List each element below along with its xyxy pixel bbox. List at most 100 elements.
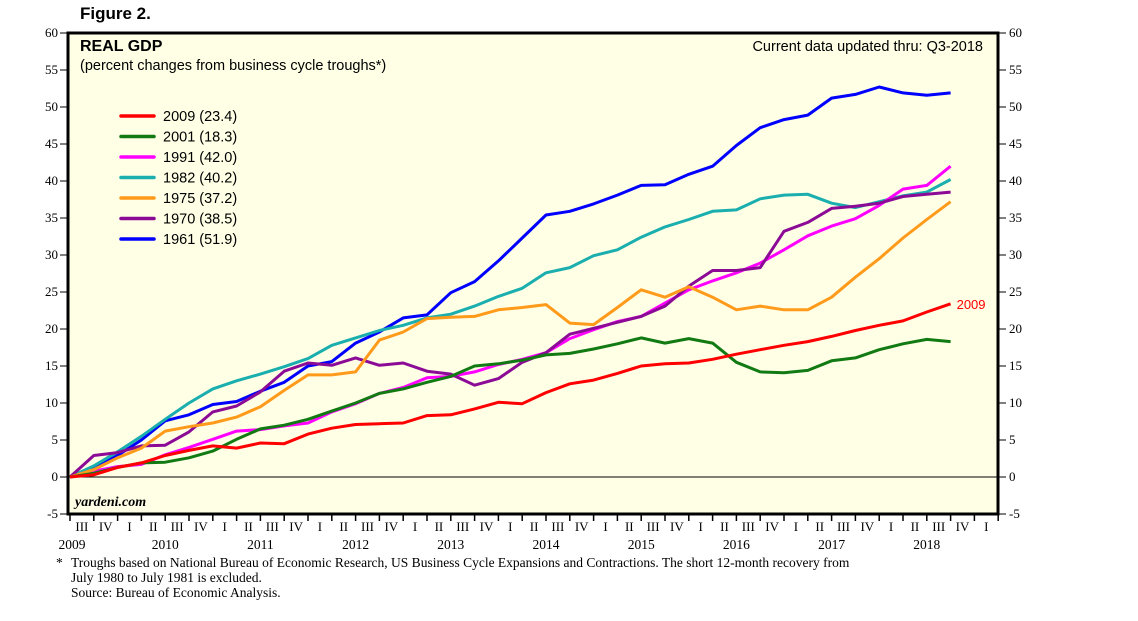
x-year-label: 2016 <box>723 537 750 552</box>
y-tick-label-left: 50 <box>45 99 58 114</box>
y-tick-label-left: 35 <box>45 210 58 225</box>
x-quarter-label: III <box>266 519 279 534</box>
x-quarter-label: IV <box>480 519 494 534</box>
legend-label-1970: 1970 (38.5) <box>163 212 237 228</box>
x-quarter-label: III <box>456 519 469 534</box>
x-quarter-label: IV <box>765 519 779 534</box>
footnote-line-2: July 1980 to July 1981 is excluded. <box>71 570 262 585</box>
y-tick-label-right: -5 <box>1009 506 1020 521</box>
x-quarter-label: III <box>171 519 184 534</box>
series-lines <box>68 85 952 479</box>
x-quarter-label: II <box>339 519 348 534</box>
x-quarter-label: I <box>794 519 798 534</box>
y-tick-label-right: 45 <box>1009 136 1022 151</box>
x-quarter-label: II <box>625 519 634 534</box>
x-quarter-label: II <box>911 519 920 534</box>
x-year-label: 2009 <box>59 537 86 552</box>
x-quarter-label: I <box>603 519 607 534</box>
plot-frame <box>66 31 1000 516</box>
x-quarter-label: II <box>149 519 158 534</box>
y-tick-label-right: 35 <box>1009 210 1022 225</box>
x-quarter-label: III <box>932 519 945 534</box>
x-year-label: 2013 <box>437 537 464 552</box>
x-quarter-label: III <box>742 519 755 534</box>
y-tick-label-right: 25 <box>1009 284 1022 299</box>
update-note: Current data updated thru: Q3-2018 <box>752 39 983 55</box>
y-tick-label-left: 10 <box>45 395 58 410</box>
x-year-label: 2012 <box>342 537 369 552</box>
y-tick-label-left: 30 <box>45 247 58 262</box>
x-quarter-label: III <box>361 519 374 534</box>
y-tick-label-right: 55 <box>1009 62 1022 77</box>
x-quarter-label: I <box>984 519 988 534</box>
series-line-2009 <box>69 302 952 479</box>
x-quarter-label: II <box>815 519 824 534</box>
y-tick-label-right: 20 <box>1009 321 1022 336</box>
y-tick-label-left: 40 <box>45 173 58 188</box>
brand-watermark: yardeni.com <box>73 495 146 510</box>
x-quarter-label: II <box>530 519 539 534</box>
x-quarter-label: III <box>837 519 850 534</box>
series-line-2001 <box>69 336 951 479</box>
legend-label-1982: 1982 (40.2) <box>163 171 237 187</box>
x-quarter-label: IV <box>860 519 874 534</box>
y-tick-label-right: 30 <box>1009 247 1022 262</box>
legend-label-2009: 2009 (23.4) <box>163 109 237 125</box>
x-quarter-label: III <box>647 519 660 534</box>
x-quarter-label: IV <box>384 519 398 534</box>
footnote-line-1: Troughs based on National Bureau of Econ… <box>71 555 850 570</box>
x-year-label: 2015 <box>628 537 655 552</box>
x-quarter-label: III <box>551 519 564 534</box>
x-quarter-label: I <box>127 519 131 534</box>
series-line-1970 <box>68 190 951 479</box>
y-tick-label-right: 60 <box>1009 25 1022 40</box>
y-tick-label-right: 40 <box>1009 173 1022 188</box>
series-line-1975 <box>69 200 952 479</box>
x-quarter-label: II <box>435 519 444 534</box>
x-quarter-label: IV <box>956 519 970 534</box>
chart-title: REAL GDP <box>80 38 163 55</box>
y-tick-label-left: 0 <box>52 469 59 484</box>
y-tick-label-left: 20 <box>45 321 58 336</box>
x-quarter-label: IV <box>670 519 684 534</box>
legend-label-1975: 1975 (37.2) <box>163 191 237 207</box>
y-tick-label-right: 15 <box>1009 358 1022 373</box>
x-quarter-label: IV <box>99 519 113 534</box>
footnote-marker: * <box>56 555 63 570</box>
x-axis: III IV I II III IV I II III IV I II III IV I II III IV I II… <box>59 514 999 552</box>
x-quarter-label: I <box>889 519 893 534</box>
y-tick-label-right: 0 <box>1009 469 1016 484</box>
x-quarter-label: IV <box>194 519 208 534</box>
x-quarter-label: II <box>720 519 729 534</box>
x-quarter-label: IV <box>289 519 303 534</box>
y-tick-label-right: 50 <box>1009 99 1022 114</box>
y-tick-label-left: 25 <box>45 284 58 299</box>
plot-area <box>68 33 998 514</box>
x-year-label: 2017 <box>818 537 845 552</box>
y-tick-label-left: 55 <box>45 62 58 77</box>
x-quarter-label: I <box>223 519 227 534</box>
legend-label-2001: 2001 (18.3) <box>163 130 237 146</box>
x-quarter-label: I <box>318 519 322 534</box>
x-year-label: 2010 <box>152 537 179 552</box>
end-label-2009: 2009 <box>957 297 986 312</box>
x-year-label: 2014 <box>533 537 560 552</box>
legend-label-1961: 1961 (51.9) <box>163 232 237 248</box>
footnote-source: Source: Bureau of Economic Analysis. <box>71 585 281 600</box>
series-line-1961 <box>69 85 951 479</box>
y-tick-label-left: 15 <box>45 358 58 373</box>
y-tick-label-left: 60 <box>45 25 58 40</box>
x-quarter-label: IV <box>575 519 589 534</box>
y-tick-label-right: 5 <box>1009 432 1016 447</box>
y-axis-right: -5 0 5 10 15 20 25 30 35 40 45 50 55 60 <box>998 25 1022 521</box>
chart-subtitle: (percent changes from business cycle tro… <box>80 58 386 74</box>
legend: 2009 (23.4) 2001 (18.3) 1991 (42.0) 1982 (4… <box>119 109 237 248</box>
y-tick-label-left: 45 <box>45 136 58 151</box>
x-quarter-label: I <box>508 519 512 534</box>
y-tick-label-left: -5 <box>47 506 58 521</box>
x-quarter-label: I <box>413 519 417 534</box>
y-tick-label-left: 5 <box>52 432 59 447</box>
x-quarter-label: I <box>699 519 703 534</box>
figure-label: Figure 2. <box>80 4 151 23</box>
y-tick-label-right: 10 <box>1009 395 1022 410</box>
